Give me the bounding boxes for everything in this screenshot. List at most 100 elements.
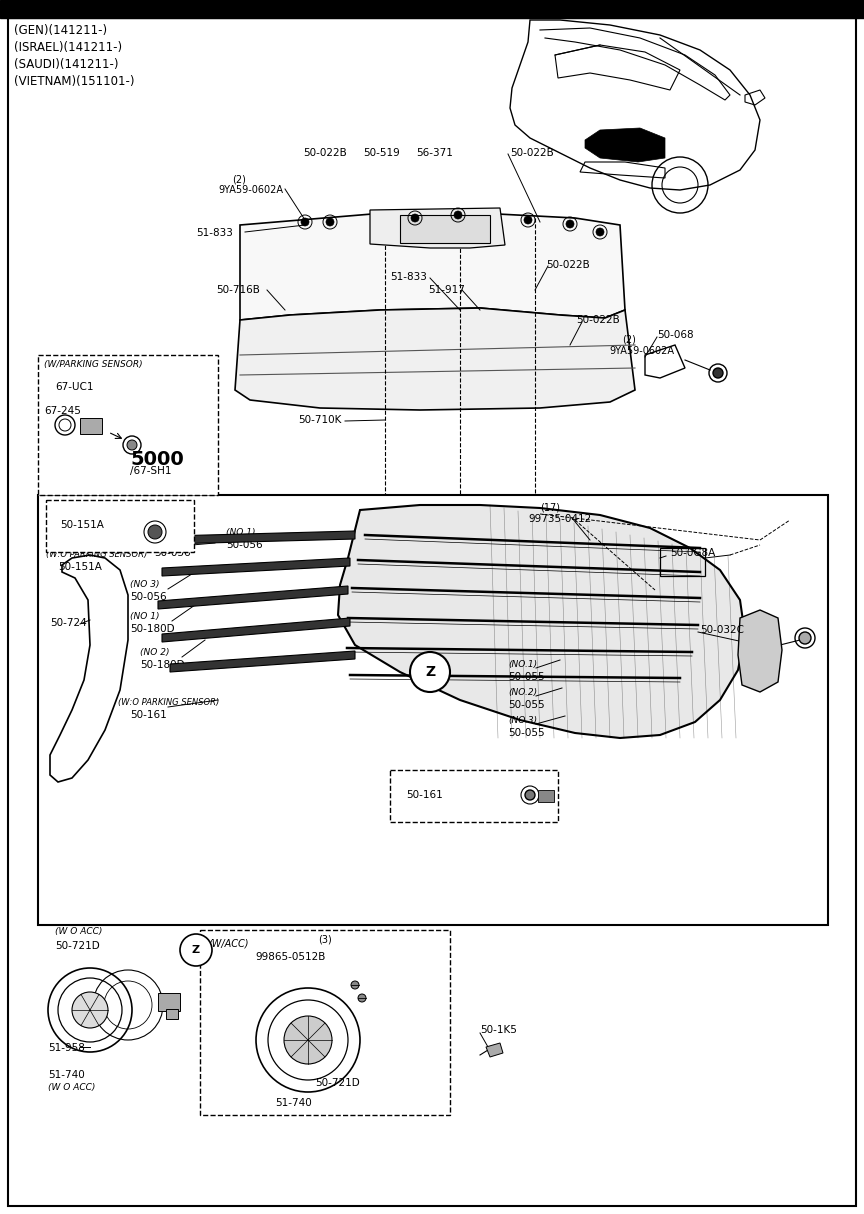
Circle shape — [358, 994, 366, 1002]
Bar — [80, 418, 102, 433]
Text: 50-519: 50-519 — [363, 148, 400, 158]
Text: 51-917: 51-917 — [428, 285, 465, 295]
Bar — [538, 790, 554, 802]
Polygon shape — [170, 531, 355, 544]
Text: 50-032C: 50-032C — [700, 625, 744, 635]
Text: (W/PARKING SENSOR): (W/PARKING SENSOR) — [44, 361, 143, 369]
Circle shape — [351, 981, 359, 989]
Text: (NO 3): (NO 3) — [130, 580, 160, 589]
Text: 50-151A: 50-151A — [58, 562, 102, 572]
Text: 50-180D: 50-180D — [130, 624, 175, 634]
Circle shape — [713, 368, 723, 378]
Text: 50-022B: 50-022B — [510, 148, 554, 158]
Text: 50-721D: 50-721D — [55, 941, 99, 951]
Circle shape — [524, 216, 532, 225]
Circle shape — [326, 219, 334, 226]
Text: 67-245: 67-245 — [44, 405, 81, 416]
Polygon shape — [240, 210, 625, 320]
Text: 50-068: 50-068 — [657, 330, 694, 340]
Text: PARTSUG.COM: PARTSUG.COM — [105, 592, 759, 670]
Circle shape — [72, 992, 108, 1028]
Bar — [38, 495, 828, 925]
Text: 50-0G8A: 50-0G8A — [670, 548, 715, 558]
Text: 50-180D: 50-180D — [140, 660, 185, 670]
Text: 50-161: 50-161 — [130, 710, 167, 720]
Bar — [400, 215, 490, 243]
Text: (NO.2): (NO.2) — [508, 688, 537, 697]
Text: 50-161: 50-161 — [406, 790, 442, 800]
Circle shape — [566, 220, 574, 228]
Circle shape — [454, 211, 462, 219]
Text: 51-958: 51-958 — [48, 1043, 85, 1053]
Text: /67-SH1: /67-SH1 — [130, 466, 171, 476]
Text: 50-721D: 50-721D — [315, 1078, 359, 1088]
Text: 9YA59-0602A: 9YA59-0602A — [609, 346, 674, 356]
Circle shape — [799, 632, 811, 643]
Polygon shape — [738, 609, 782, 692]
Text: 50-055: 50-055 — [508, 700, 544, 710]
Text: (3): (3) — [318, 935, 332, 944]
Circle shape — [411, 214, 419, 222]
Text: 56-371: 56-371 — [416, 148, 453, 158]
Bar — [158, 993, 180, 1011]
Circle shape — [148, 524, 162, 539]
Text: (NO 1): (NO 1) — [130, 612, 160, 622]
Text: (GEN)(141211-): (GEN)(141211-) — [14, 24, 107, 36]
Bar — [38, 354, 218, 495]
Text: 99735-0412: 99735-0412 — [528, 514, 591, 524]
Circle shape — [284, 1016, 332, 1063]
Text: (VIETNAM)(151101-): (VIETNAM)(151101-) — [14, 75, 135, 87]
Bar — [390, 770, 558, 822]
Text: 50-056: 50-056 — [154, 548, 191, 558]
Text: 50-716B: 50-716B — [216, 285, 260, 295]
Circle shape — [410, 652, 450, 692]
Text: 99865-0512B: 99865-0512B — [255, 952, 326, 961]
Polygon shape — [338, 505, 745, 738]
Text: 51-833: 51-833 — [196, 228, 233, 238]
Text: 51-740: 51-740 — [48, 1070, 85, 1080]
Text: (SAUDI)(141211-): (SAUDI)(141211-) — [14, 58, 118, 70]
Text: (NO 2): (NO 2) — [154, 537, 183, 545]
Text: 50-055: 50-055 — [508, 728, 544, 738]
Text: 50-022B: 50-022B — [576, 314, 619, 325]
Text: 50-056: 50-056 — [130, 592, 167, 602]
Text: Z: Z — [192, 944, 200, 955]
Text: (W PARKING SENSOR): (W PARKING SENSOR) — [398, 776, 490, 785]
Polygon shape — [162, 558, 350, 575]
Text: 50-022B: 50-022B — [303, 148, 346, 158]
Text: 50-022B: 50-022B — [546, 260, 590, 270]
Text: 50-710K: 50-710K — [298, 415, 341, 425]
Text: (W O ACC): (W O ACC) — [55, 927, 102, 936]
Text: 50-056: 50-056 — [226, 540, 263, 550]
Text: (NO 2): (NO 2) — [140, 648, 169, 657]
Text: (2): (2) — [232, 175, 246, 185]
Polygon shape — [170, 651, 355, 673]
Circle shape — [301, 219, 309, 226]
Circle shape — [525, 790, 535, 800]
Text: (W PARKING SENSOR): (W PARKING SENSOR) — [52, 506, 143, 515]
Text: 9YA59-0602A: 9YA59-0602A — [218, 185, 283, 195]
Text: 51-833: 51-833 — [390, 272, 427, 282]
Bar — [46, 500, 194, 552]
Text: (NO.1): (NO.1) — [508, 660, 537, 669]
Bar — [166, 1009, 178, 1019]
Text: (2): (2) — [622, 335, 636, 345]
Text: (W:O PARKING SENSOR): (W:O PARKING SENSOR) — [118, 698, 219, 707]
Text: (17): (17) — [540, 503, 560, 512]
Polygon shape — [235, 308, 635, 410]
Text: 50-724: 50-724 — [50, 618, 86, 628]
Circle shape — [180, 934, 212, 966]
Polygon shape — [370, 208, 505, 248]
Text: 67-UC1: 67-UC1 — [55, 382, 93, 392]
Text: 51-740: 51-740 — [275, 1097, 312, 1108]
Text: (ISRAEL)(141211-): (ISRAEL)(141211-) — [14, 41, 122, 53]
Bar — [200, 930, 450, 1114]
Text: Z: Z — [425, 665, 435, 679]
Polygon shape — [158, 586, 348, 609]
Circle shape — [596, 228, 604, 236]
Text: (W O ACC): (W O ACC) — [48, 1083, 95, 1093]
Polygon shape — [486, 1043, 503, 1057]
Text: (NO 1): (NO 1) — [226, 528, 256, 537]
Polygon shape — [162, 618, 350, 642]
Text: (W/ACC): (W/ACC) — [208, 938, 249, 948]
